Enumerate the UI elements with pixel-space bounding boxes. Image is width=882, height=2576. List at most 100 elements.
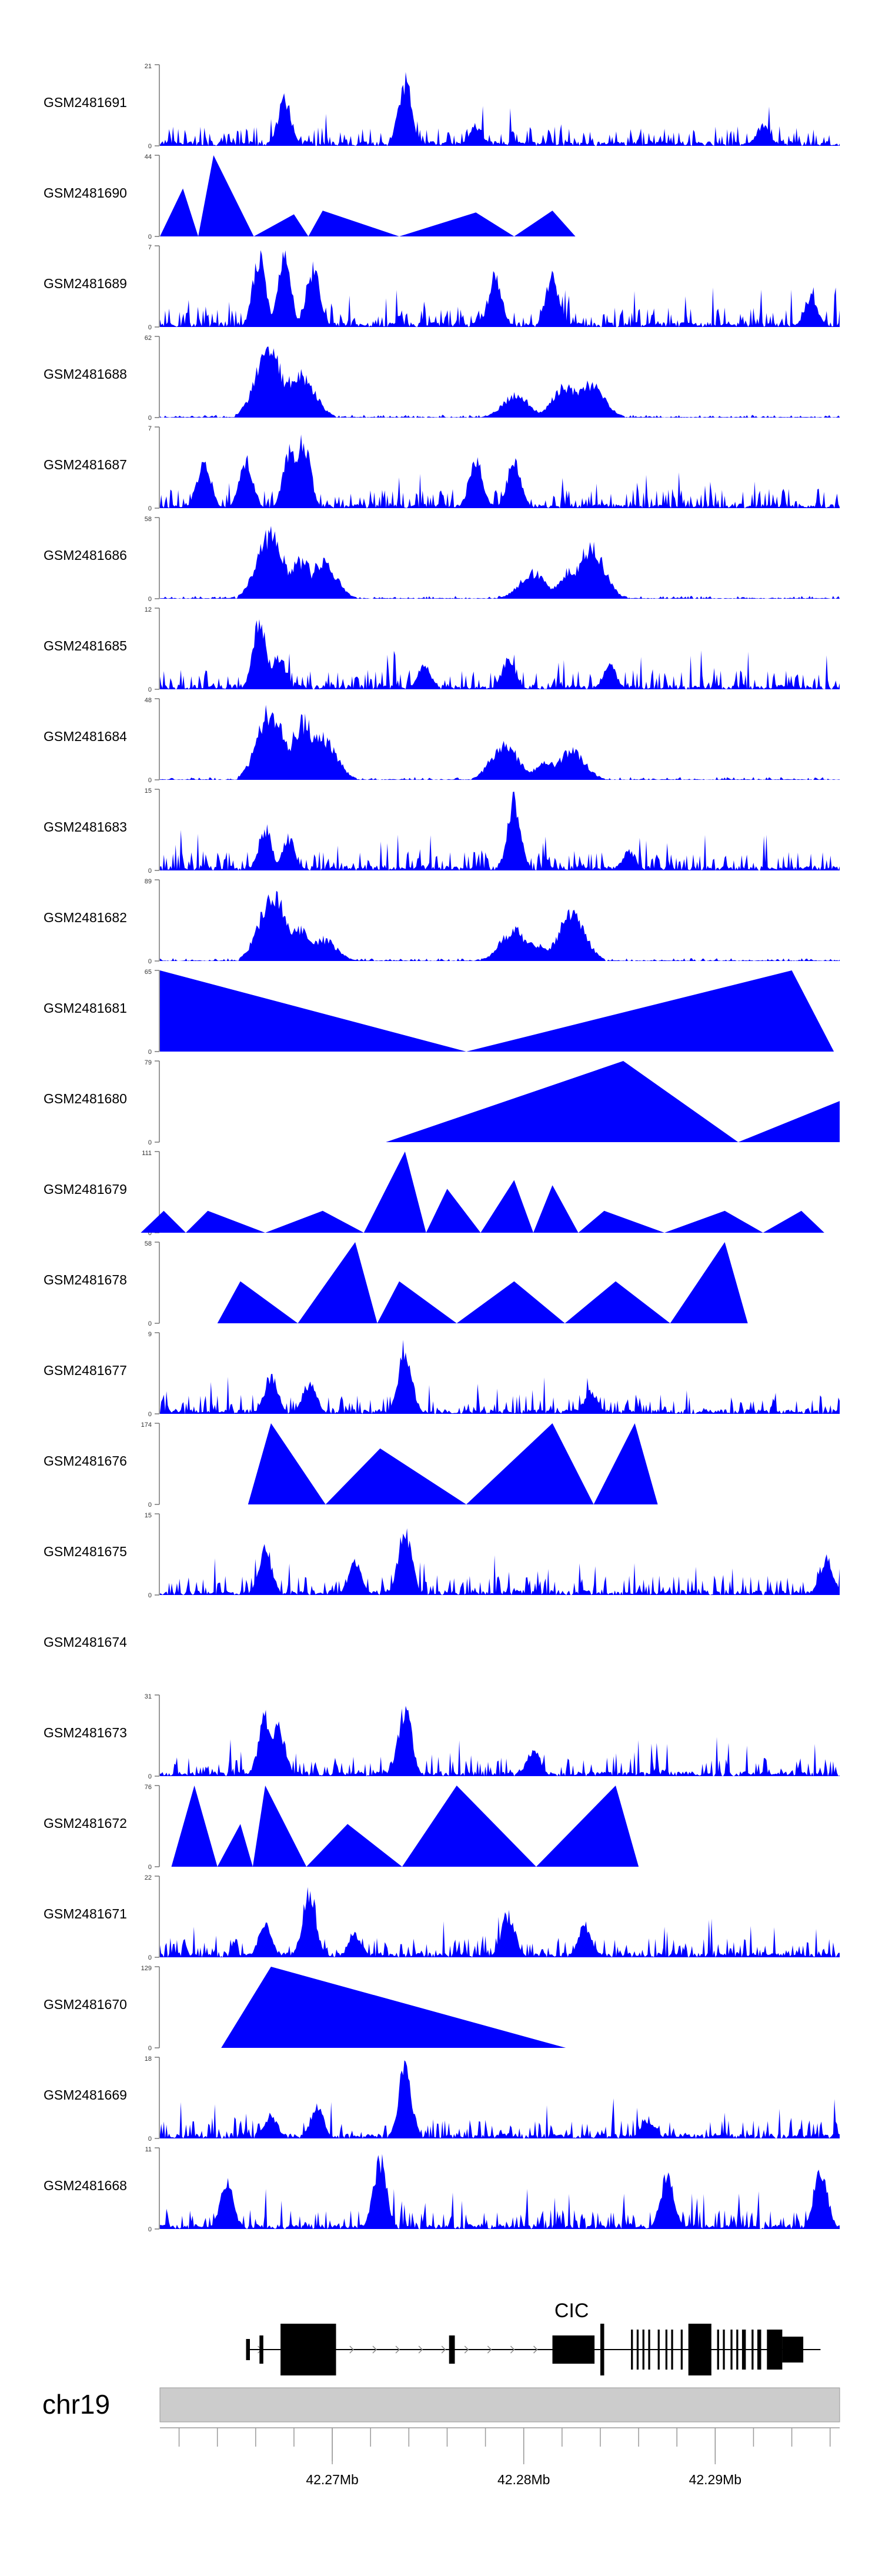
track-ymin-label: 0: [148, 1139, 152, 1146]
track-signal-area: [386, 1061, 739, 1142]
track-ymin-label: 0: [148, 1049, 152, 1056]
track-ymax-label: 22: [145, 1874, 152, 1881]
track-signal-area: [160, 619, 840, 689]
track-ymin-label: 0: [148, 505, 152, 512]
gene-exon: [552, 2335, 595, 2364]
track-ymax-label: 7: [148, 244, 152, 251]
track-ymin-label: 0: [148, 2226, 152, 2233]
track-ymin-label: 0: [148, 1320, 152, 1327]
track-label: GSM2481688: [44, 366, 127, 382]
track-ymin-label: 0: [148, 958, 152, 965]
track-ymax-label: 9: [148, 1331, 152, 1338]
track-GSM2481680: GSM2481680 79 0: [44, 1059, 840, 1146]
track-ymin-label: 0: [148, 867, 152, 875]
track-signal-area: [160, 1706, 840, 1776]
gene-exon: [767, 2330, 783, 2370]
track-GSM2481669: GSM2481669 18 0: [44, 2056, 840, 2143]
track-ymin-label: 0: [148, 2135, 152, 2143]
track-GSM2481683: GSM2481683 15 0: [44, 788, 840, 875]
track-GSM2481681: GSM2481681 65 0: [44, 969, 834, 1056]
genome-axis-track: chr19 42.27Mb 42.28Mb 42.29Mb: [42, 2387, 840, 2487]
track-label: GSM2481679: [44, 1182, 127, 1197]
track-signal-area: [738, 1101, 840, 1142]
track-ymax-label: 12: [145, 606, 152, 613]
track-signal-area: [466, 970, 834, 1052]
gene-exon: [665, 2330, 667, 2370]
track-signal-area: [160, 705, 840, 780]
gene-exon: [636, 2330, 639, 2370]
strand-arrow: [395, 2345, 400, 2354]
track-ymax-label: 111: [142, 1150, 152, 1157]
track-GSM2481671: GSM2481671 22 0: [44, 1874, 840, 1961]
track-ymin-label: 0: [148, 1501, 152, 1509]
strand-arrow: [372, 2345, 377, 2354]
track-ymin-label: 0: [148, 143, 152, 150]
track-label: GSM2481680: [44, 1091, 127, 1106]
track-GSM2481670: GSM2481670 129 0: [44, 1965, 566, 2052]
gene-exon: [671, 2330, 673, 2370]
gene-exon: [680, 2330, 683, 2370]
track-GSM2481674: GSM2481674: [44, 1634, 127, 1650]
track-ymin-label: 0: [148, 1411, 152, 1418]
track-GSM2481687: GSM2481687 7 0: [44, 425, 840, 512]
strand-arrow: [418, 2345, 423, 2354]
track-signal-area: [160, 1242, 840, 1323]
chromosome-ideogram: [159, 2387, 840, 2422]
track-ymax-label: 11: [145, 2146, 152, 2153]
track-ymax-label: 89: [145, 878, 152, 885]
track-signal-area: [160, 2154, 840, 2229]
track-ymax-label: 58: [145, 1240, 152, 1247]
track-signal-area: [160, 970, 466, 1052]
track-label: GSM2481677: [44, 1363, 127, 1378]
gene-model-track: CIC: [246, 2300, 821, 2375]
track-GSM2481679: GSM2481679 111 0: [44, 1150, 840, 1237]
gene-exon: [782, 2337, 804, 2363]
axis-tick-label: 42.29Mb: [689, 2472, 742, 2487]
track-signal-area: [160, 72, 840, 146]
gene-exon: [648, 2330, 650, 2370]
gene-exon: [600, 2324, 604, 2375]
track-ymin-label: 0: [148, 233, 152, 241]
track-GSM2481688: GSM2481688 62 0: [44, 335, 840, 422]
gene-exon: [246, 2339, 250, 2360]
track-ymax-label: 15: [145, 1512, 152, 1519]
track-signal-area: [160, 1887, 840, 1957]
track-ymin-label: 0: [148, 2045, 152, 2052]
track-ymax-label: 15: [145, 788, 152, 795]
track-GSM2481678: GSM2481678 58 0: [44, 1240, 840, 1327]
gene-exon: [631, 2330, 633, 2370]
track-label: GSM2481676: [44, 1453, 127, 1469]
track-signal-area: [160, 1423, 840, 1504]
track-signal-area: [141, 1152, 840, 1233]
track-ymin-label: 0: [148, 1954, 152, 1961]
track-label: GSM2481671: [44, 1906, 127, 1921]
track-signal-area: [160, 155, 840, 236]
track-ymax-label: 62: [145, 335, 152, 342]
strand-arrow: [464, 2345, 469, 2354]
track-ymax-label: 31: [145, 1693, 152, 1700]
track-label: GSM2481689: [44, 276, 127, 291]
track-ymax-label: 44: [145, 154, 152, 161]
gene-exon: [723, 2330, 725, 2370]
gene-exon: [280, 2324, 336, 2375]
track-label: GSM2481681: [44, 1000, 127, 1016]
gene-exon: [688, 2324, 711, 2375]
track-GSM2481684: GSM2481684 48 0: [44, 697, 840, 784]
strand-arrow: [349, 2345, 354, 2354]
track-signal-area: [160, 792, 840, 870]
track-label: GSM2481691: [44, 95, 127, 110]
track-signal-area: [160, 1528, 840, 1595]
strand-arrow: [441, 2345, 446, 2354]
track-label: GSM2481668: [44, 2178, 127, 2193]
gene-exon: [741, 2330, 746, 2370]
track-GSM2481668: GSM2481668 11 0: [44, 2146, 840, 2233]
track-ymax-label: 129: [141, 1965, 152, 1972]
gene-exon: [736, 2330, 739, 2370]
track-GSM2481691: GSM2481691 21 0: [44, 63, 840, 150]
track-GSM2481672: GSM2481672 76 0: [44, 1784, 840, 1871]
track-label: GSM2481673: [44, 1725, 127, 1740]
track-GSM2481676: GSM2481676 174 0: [44, 1422, 840, 1509]
track-ymax-label: 21: [145, 63, 152, 70]
track-GSM2481689: GSM2481689 7 0: [44, 244, 840, 331]
